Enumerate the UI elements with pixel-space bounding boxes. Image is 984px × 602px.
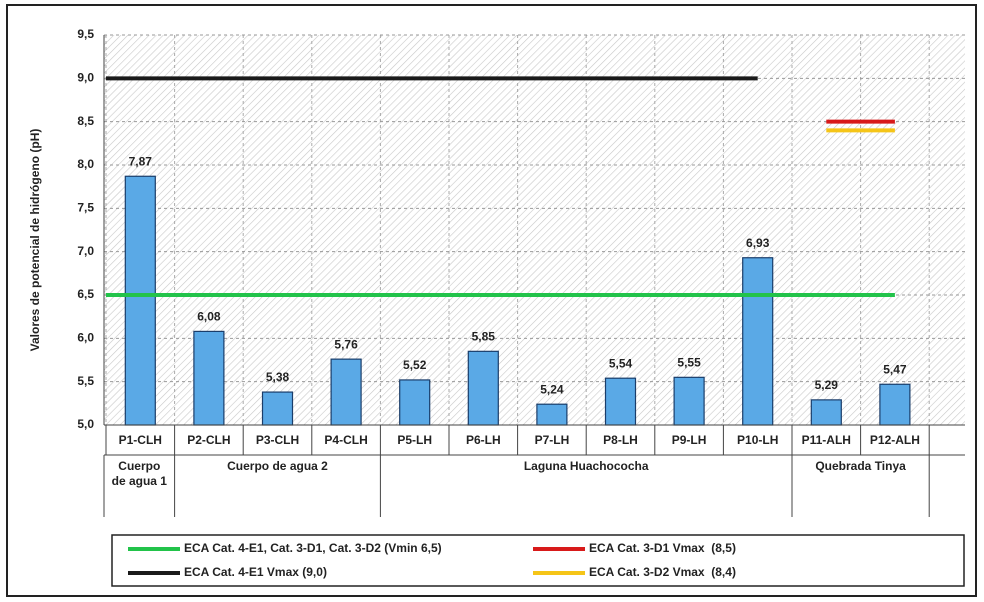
bar [399, 379, 431, 426]
legend [111, 534, 965, 587]
value-label: 5,38 [266, 370, 290, 384]
y-tick-label: 5,0 [77, 417, 94, 431]
x-tick-label: P10-LH [737, 433, 778, 447]
bar [467, 350, 499, 426]
legend-label: ECA Cat. 3-D2 Vmax (8,4) [589, 565, 736, 579]
value-label: 6,08 [197, 310, 221, 324]
group-label: Quebrada Tinya [815, 459, 906, 473]
group-cell: Cuerpo de agua 1 [111, 459, 167, 488]
bar [810, 399, 842, 426]
y-tick-label: 9,0 [77, 71, 94, 85]
bar [742, 257, 774, 426]
y-tick-label: 8,0 [77, 157, 94, 171]
x-tick-label: P5-LH [397, 433, 432, 447]
group-label: Cuerpo de agua 2 [227, 459, 328, 473]
x-tick-label: P6-LH [466, 433, 501, 447]
y-tick-label: 7,0 [77, 244, 94, 258]
y-tick-label: 5,5 [77, 374, 94, 388]
value-label: 6,93 [746, 236, 770, 250]
bar [879, 383, 911, 426]
value-label: 5,55 [677, 356, 701, 370]
y-tick-label: 7,5 [77, 201, 94, 215]
x-tick-label: P7-LH [535, 433, 570, 447]
y-tick-label: 8,5 [77, 114, 94, 128]
group-label: Laguna Huachococha [523, 459, 649, 473]
group-cell: Laguna Huachococha [523, 459, 649, 473]
x-tick-label: P8-LH [603, 433, 638, 447]
value-label: 5,24 [540, 382, 564, 396]
legend-label: ECA Cat. 4-E1 Vmax (9,0) [184, 565, 327, 579]
group-cell: Quebrada Tinya [815, 459, 906, 473]
x-tick-label: P1-CLH [119, 433, 162, 447]
group-label: Cuerpo de agua 1 [111, 459, 167, 488]
x-tick-label: P11-ALH [802, 433, 851, 447]
x-tick-label: P3-CLH [256, 433, 299, 447]
y-tick-label: 9,5 [77, 27, 94, 41]
bar [673, 376, 705, 426]
value-label: 5,52 [403, 358, 427, 372]
group-cell: Cuerpo de agua 2 [227, 459, 328, 473]
legend-label: ECA Cat. 4-E1, Cat. 3-D1, Cat. 3-D2 (Vmi… [184, 541, 442, 555]
legend-label: ECA Cat. 3-D1 Vmax (8,5) [589, 541, 736, 555]
y-tick-label: 6,0 [77, 331, 94, 345]
value-label: 5,47 [883, 362, 907, 376]
bar [330, 358, 362, 426]
plot-area [104, 35, 965, 425]
x-tick-label: P12-ALH [870, 433, 920, 447]
x-tick-label: P2-CLH [187, 433, 230, 447]
bar [604, 377, 637, 426]
bar [124, 175, 156, 426]
y-axis-label: Valores de potencial de hidrógeno (pH) [28, 129, 42, 352]
value-label: 7,87 [129, 154, 153, 168]
x-tick-label: P4-CLH [324, 433, 367, 447]
value-label: 5,29 [815, 378, 839, 392]
bar [261, 391, 294, 426]
y-tick-label: 6,5 [77, 287, 94, 301]
bar [536, 403, 568, 426]
value-label: 5,85 [472, 330, 496, 344]
value-label: 5,76 [334, 337, 358, 351]
frame [6, 4, 977, 597]
x-tick-label: P9-LH [672, 433, 707, 447]
value-label: 5,54 [609, 356, 633, 370]
bar [193, 330, 225, 426]
